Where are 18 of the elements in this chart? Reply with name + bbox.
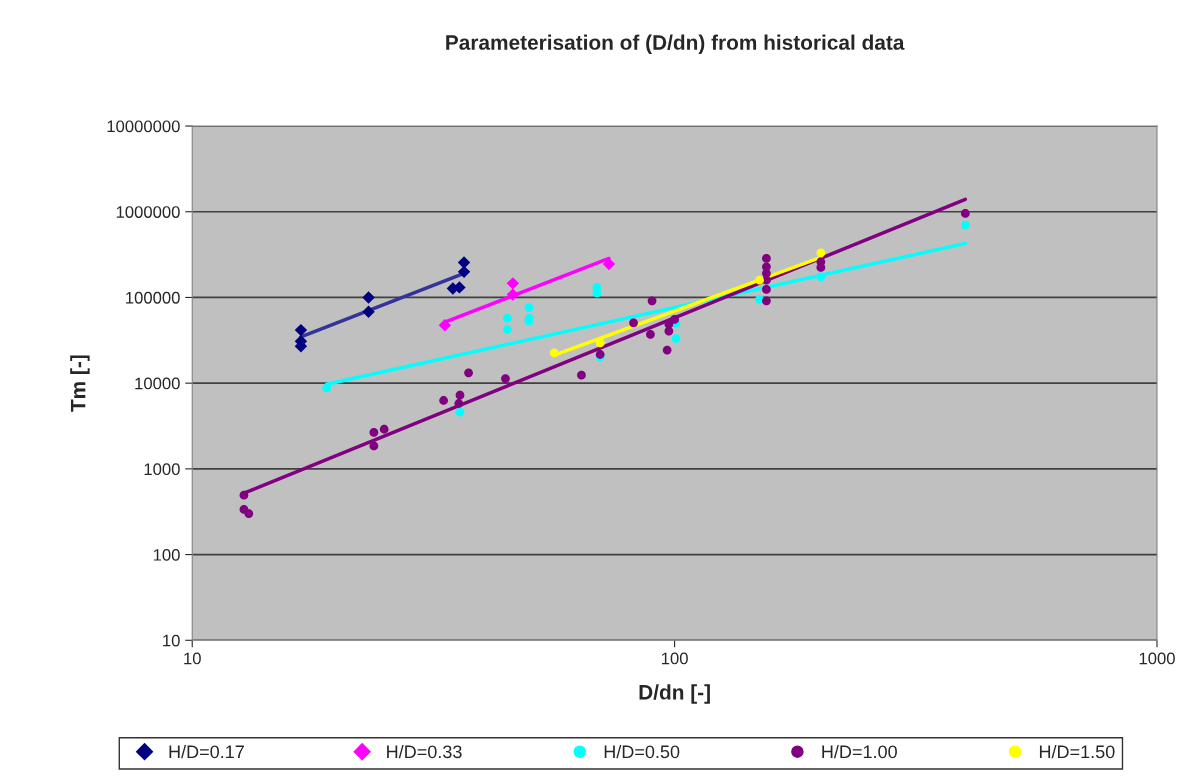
y-tick-label: 10 [163,634,180,647]
legend-label: H/D=1.00 [822,744,897,759]
legend-label: H/D=1.50 [1039,744,1115,759]
legend-label: H/D=0.33 [387,744,462,759]
chart-title: Parameterisation of (D/dn) from historical data [446,34,905,54]
y-tick-label: 100 [153,548,180,561]
x-tick-label: 1000 [1139,652,1175,665]
y-tick-label: 10000 [135,377,180,390]
legend-label: H/D=0.17 [169,744,244,759]
x-tick-label: 100 [661,652,688,665]
legend-label: H/D=0.50 [604,744,680,759]
y-tick-label: 10000000 [107,120,180,133]
x-tick-label: 10 [184,652,201,665]
y-tick-label: 1000000 [116,206,180,218]
y-axis-title: Tm [-] [70,355,90,412]
y-tick-label: 100000 [126,291,180,304]
x-axis-title: D/dn [-] [639,684,710,704]
y-tick-label: 1000 [144,463,180,476]
